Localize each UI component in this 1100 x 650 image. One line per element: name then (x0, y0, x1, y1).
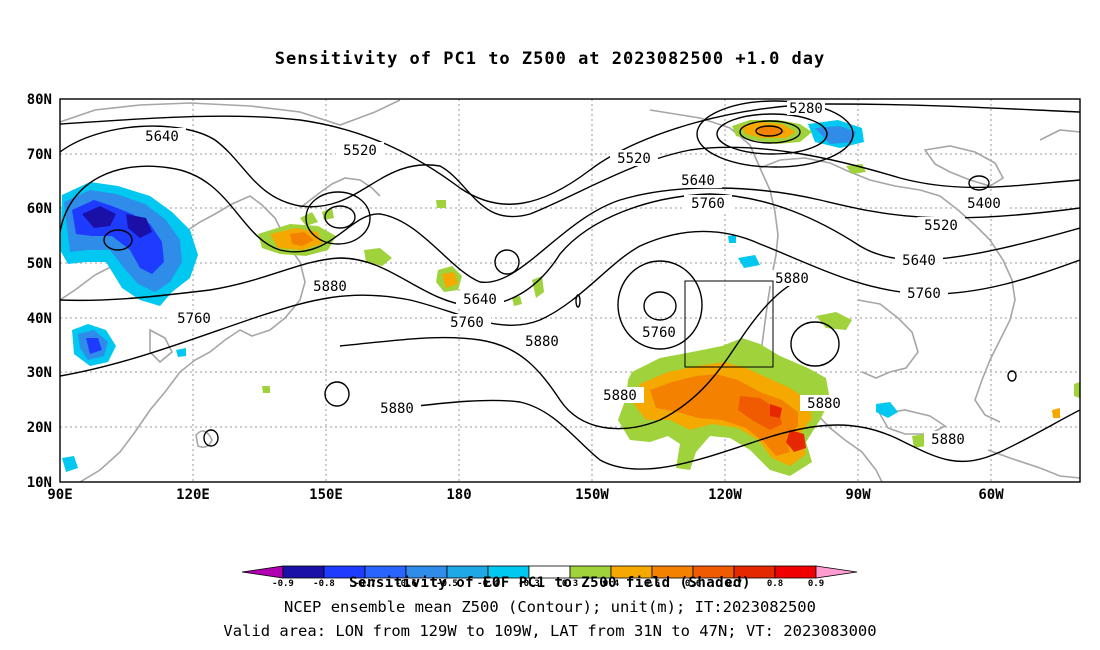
colorbar-tick-label: 0.7 (726, 579, 742, 589)
lat-label: 80N (27, 92, 52, 108)
contour-label: 5880 (931, 432, 965, 448)
valid-area-box (684, 280, 774, 368)
caption-line-1: NCEP ensemble mean Z500 (Contour); unit(… (284, 598, 816, 616)
contour-label: 5280 (789, 101, 823, 117)
contour-label: 5880 (807, 396, 841, 412)
contour-label: 5640 (681, 173, 715, 189)
latitude-labels: 80N 70N 60N 50N 40N 30N 20N 10N (27, 92, 52, 491)
lon-label: 150E (309, 487, 343, 503)
lat-label: 50N (27, 256, 52, 272)
colorbar-swatch (815, 565, 858, 579)
lon-label: 120W (708, 487, 742, 503)
lat-label: 10N (27, 475, 52, 491)
contour-label: 5760 (907, 286, 941, 302)
lon-label: 150W (575, 487, 609, 503)
colorbar-tick-label: -0.9 (272, 579, 294, 589)
contour-label-group: 5280 5520 5520 5520 5640 5640 5640 5640 … (138, 101, 1008, 448)
plot-frame (59, 98, 1081, 483)
lon-label: 90E (47, 487, 72, 503)
lon-label: 60W (978, 487, 1004, 503)
contour-label: 5880 (380, 401, 414, 417)
contour-label: 5760 (177, 311, 211, 327)
contour-label: 5520 (924, 218, 958, 234)
colorbar-tick-label: -0.7 (354, 579, 376, 589)
contour-label: 5760 (691, 196, 725, 212)
lat-label: 60N (27, 201, 52, 217)
longitude-labels: 90E 120E 150E 180 150W 120W 90W 60W (47, 487, 1004, 503)
contour-label: 5640 (463, 292, 497, 308)
colorbar: -0.9 -0.8 -0.7 -0.6 -0.5 -0.4 -0.3 0.3 0.4 0.5 0.6… (241, 565, 858, 589)
colorbar-tick-label: 0.3 (562, 579, 578, 589)
colorbar-tick-label: -0.8 (313, 579, 335, 589)
colorbar-tick-label: -0.5 (436, 579, 458, 589)
contour-label: 5760 (642, 325, 676, 341)
contour-label: 5880 (603, 388, 637, 404)
colorbar-tick-label: 0.9 (808, 579, 824, 589)
lon-label: 180 (446, 487, 471, 503)
colorbar-tick-label: 0.6 (685, 579, 701, 589)
contour-label: 5640 (145, 129, 179, 145)
positive-sensitivity-shading (258, 120, 1080, 476)
contour-label: 5760 (450, 315, 484, 331)
colorbar-tick-label: -0.6 (395, 579, 417, 589)
lon-label: 90W (845, 487, 871, 503)
contour-label: 5880 (525, 334, 559, 350)
lat-label: 20N (27, 420, 52, 436)
colorbar-tick-label: 0.4 (603, 579, 620, 589)
negative-sensitivity-shading (60, 120, 898, 472)
colorbar-tick-label: -0.4 (477, 579, 499, 589)
lat-label: 70N (27, 147, 52, 163)
caption-line-2: Valid area: LON from 129W to 109W, LAT f… (223, 622, 877, 640)
shaded-sensitivity (60, 120, 1080, 476)
lon-label: 120E (176, 487, 210, 503)
colorbar-tick-label: 0.5 (644, 579, 660, 589)
lat-label: 30N (27, 365, 52, 381)
contour-label: 5880 (775, 271, 809, 287)
colorbar-tick-label: 0.8 (767, 579, 783, 589)
lat-label: 40N (27, 311, 52, 327)
colorbar-title: Sensitivity of EOF PC1 to Z500 field (Sh… (349, 575, 751, 591)
contour-label: 5640 (902, 253, 936, 269)
contour-label: 5400 (967, 196, 1001, 212)
contour-label: 5880 (313, 279, 347, 295)
contour-label: 5520 (343, 143, 377, 159)
colorbar-tick-label: -0.3 (518, 579, 540, 589)
map-title: Sensitivity of PC1 to Z500 at 2023082500… (274, 49, 826, 69)
z500-contours (60, 100, 1080, 470)
contour-label: 5520 (617, 151, 651, 167)
